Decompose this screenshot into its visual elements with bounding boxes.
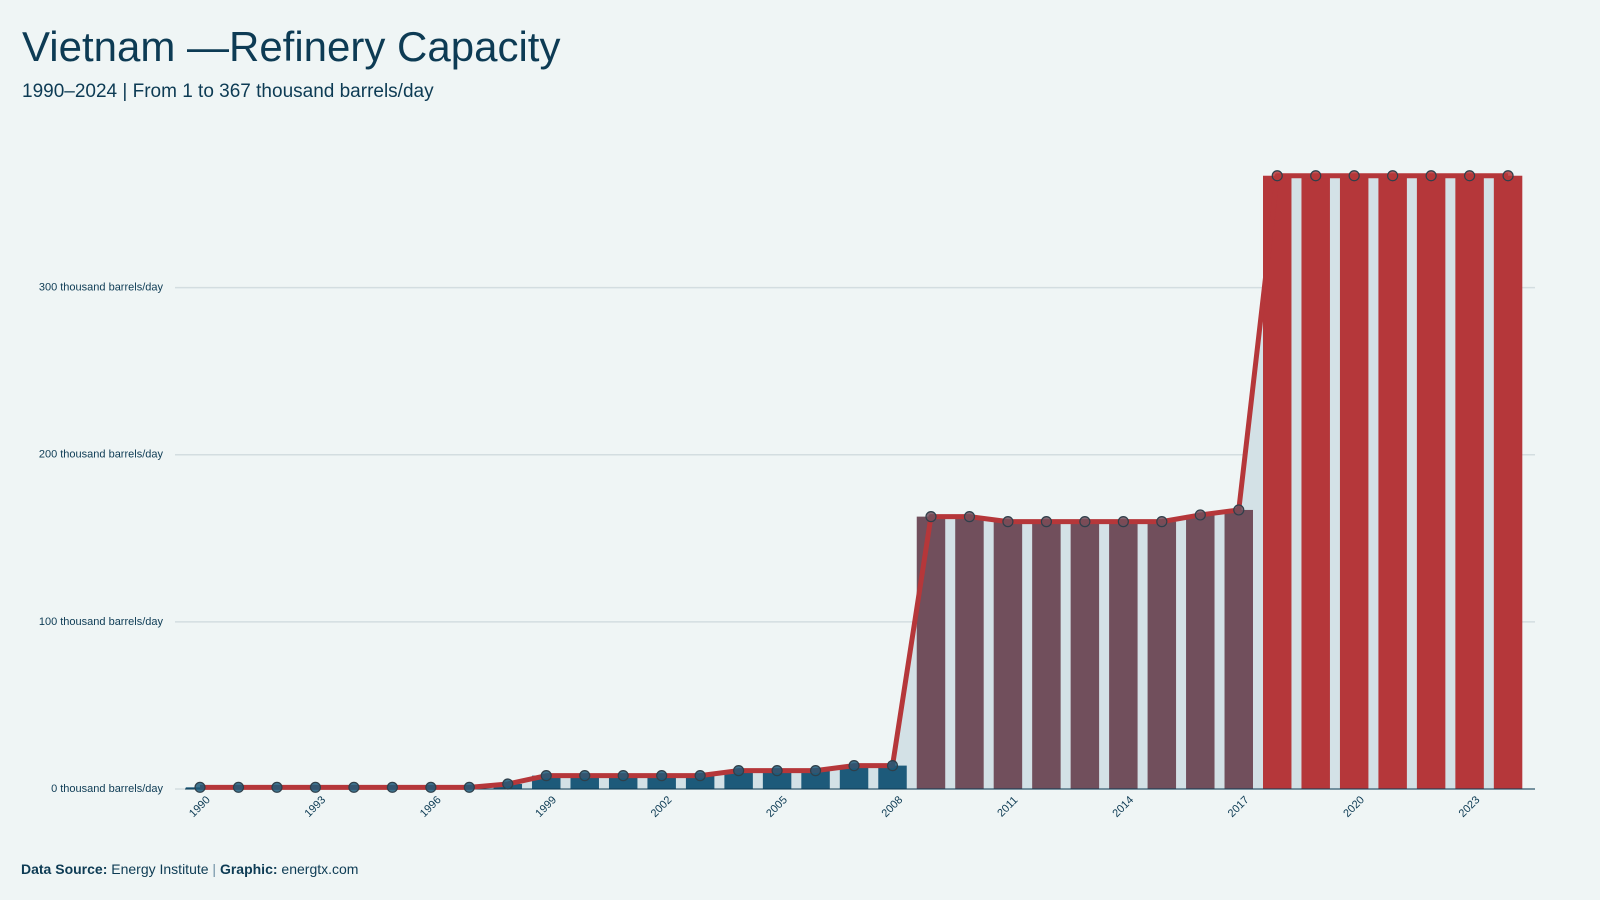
marker <box>540 770 552 782</box>
marker <box>1387 170 1399 182</box>
marker <box>1233 504 1245 516</box>
bar <box>762 770 792 789</box>
bar <box>1070 521 1100 789</box>
bar <box>570 775 599 789</box>
marker <box>194 781 206 793</box>
marker <box>656 770 668 782</box>
bar <box>1301 175 1330 789</box>
marker <box>1271 170 1283 182</box>
marker <box>348 781 360 793</box>
marker <box>232 781 245 793</box>
marker <box>809 765 822 777</box>
marker <box>1194 509 1206 521</box>
y-tick-label: 0 thousand barrels/day <box>51 783 163 795</box>
marker <box>463 781 475 793</box>
source-label: Data Source: <box>21 861 107 877</box>
marker <box>386 781 398 793</box>
bar <box>1455 175 1484 789</box>
bar <box>1339 175 1369 789</box>
y-tick-label: 100 thousand barrels/day <box>39 616 164 628</box>
marker <box>1348 170 1360 182</box>
marker <box>694 770 706 782</box>
chart-subtitle: 1990–2024 | From 1 to 367 thousand barre… <box>22 81 434 102</box>
bar <box>916 516 946 789</box>
bar <box>955 516 984 789</box>
marker <box>1502 170 1514 182</box>
credit-label: Graphic: <box>220 861 278 877</box>
marker <box>886 760 899 772</box>
bar <box>1378 175 1407 789</box>
y-tick-label: 300 thousand barrels/day <box>39 282 164 294</box>
bar <box>685 775 715 789</box>
bar <box>1032 521 1061 789</box>
source: Energy Institute <box>111 861 208 877</box>
marker <box>963 511 976 523</box>
y-tick-label: 200 thousand barrels/day <box>39 449 164 461</box>
bar <box>801 770 830 789</box>
marker <box>309 781 322 793</box>
area <box>200 175 1509 789</box>
bar <box>1416 175 1446 789</box>
bar <box>647 775 676 789</box>
bar <box>993 521 1023 789</box>
footer: Data Source: Energy Institute | Graphic:… <box>21 861 358 877</box>
marker <box>1156 516 1168 528</box>
marker <box>1040 516 1053 528</box>
marker <box>1463 170 1476 182</box>
marker <box>1425 170 1437 182</box>
marker <box>733 765 745 777</box>
marker <box>502 778 514 790</box>
marker <box>425 781 437 793</box>
bar <box>839 765 869 789</box>
marker <box>1079 516 1091 528</box>
separator: | <box>212 861 216 877</box>
bar <box>878 765 907 789</box>
bar <box>608 775 638 789</box>
credit: energtx.com <box>281 861 358 877</box>
marker <box>579 770 591 782</box>
marker <box>848 760 860 772</box>
marker <box>1310 170 1322 182</box>
bar <box>1109 521 1138 789</box>
bar <box>1224 509 1253 789</box>
marker <box>617 770 629 782</box>
chart-title: Vietnam —Refinery Capacity <box>22 23 560 70</box>
marker <box>1002 516 1014 528</box>
bar <box>1493 175 1523 789</box>
bar <box>724 770 753 789</box>
bar <box>1147 521 1177 789</box>
marker <box>771 765 783 777</box>
marker <box>271 781 283 793</box>
marker <box>925 511 937 523</box>
bar <box>1186 514 1215 789</box>
marker <box>1117 516 1129 528</box>
